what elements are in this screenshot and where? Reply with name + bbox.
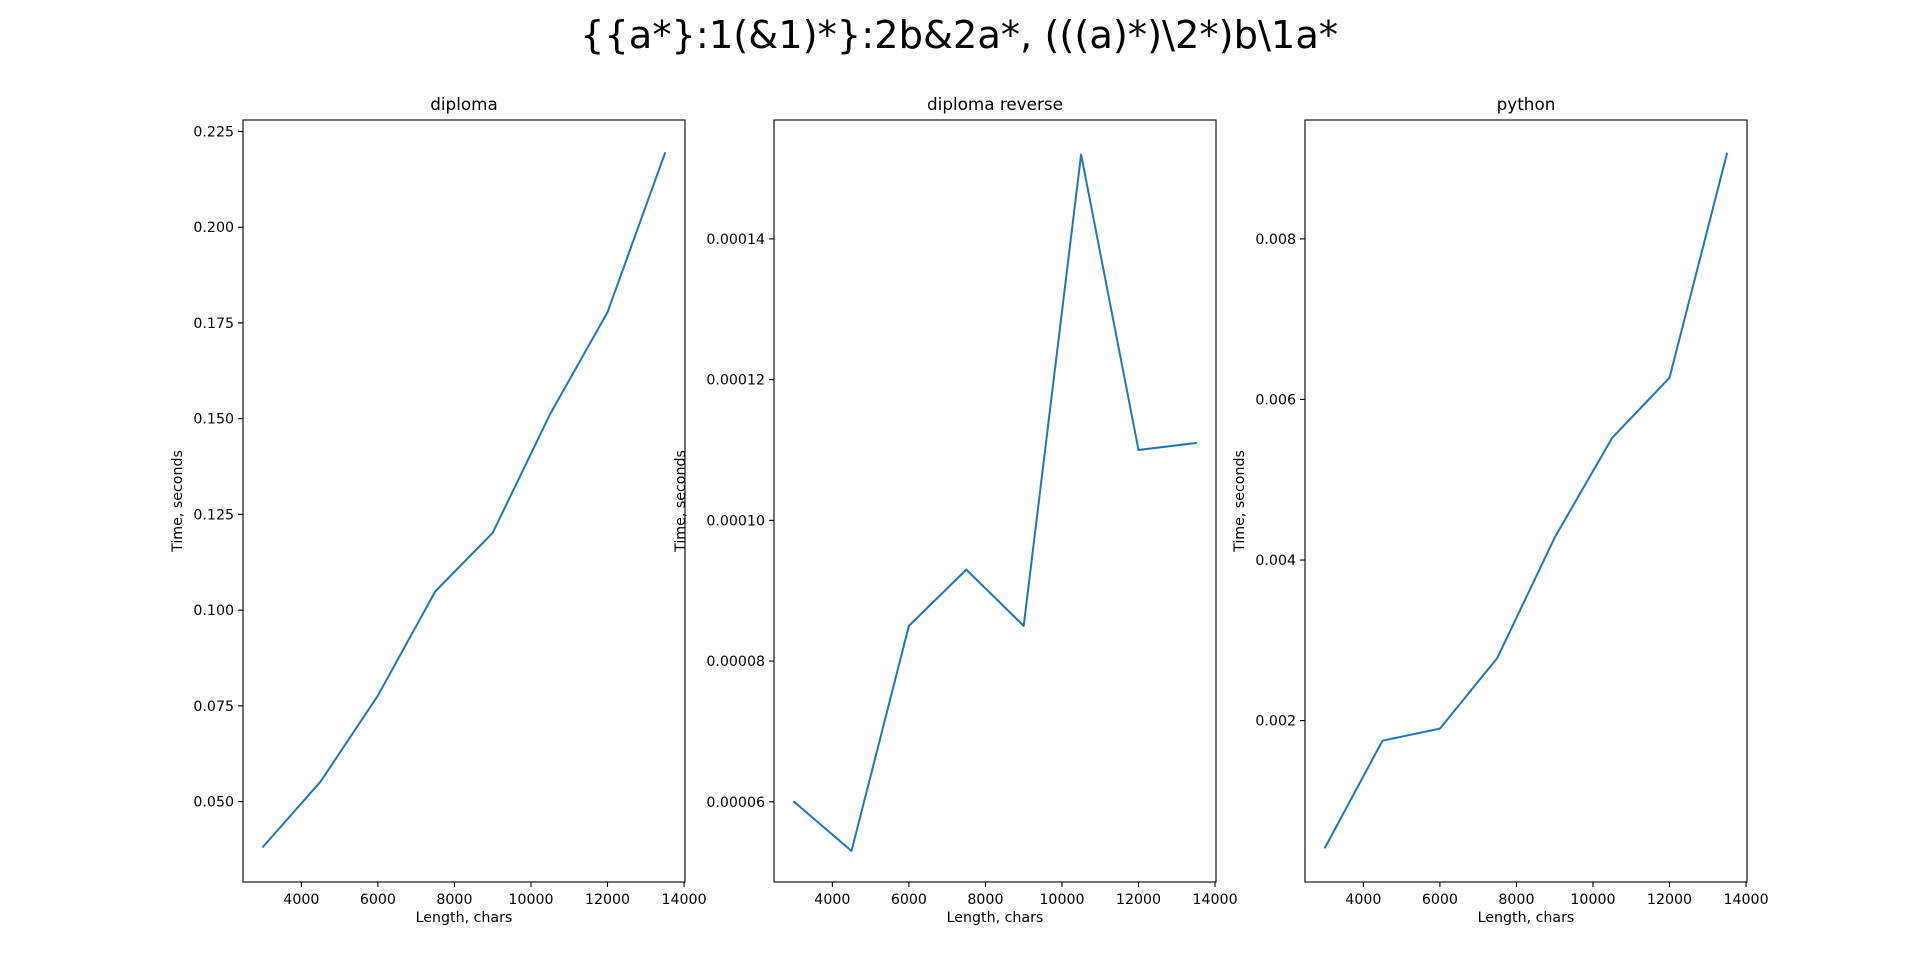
x-tick-label: 6000 — [360, 892, 396, 908]
figure-suptitle: {{a*}:1(&1)*}:2b&2a*, (((a)*)\2*)b\1a* — [580, 13, 1338, 58]
x-tick-label: 12000 — [1647, 892, 1692, 908]
y-tick-label: 0.004 — [1255, 553, 1296, 569]
x-tick-label: 14000 — [1723, 892, 1768, 908]
y-tick-label: 0.150 — [193, 412, 234, 428]
subplot-diploma-reverse: diploma reverse 4000 6000 8000 10000 12000 140… — [673, 94, 1238, 926]
y-tick-label: 0.075 — [193, 699, 234, 715]
subplot-title: diploma reverse — [927, 94, 1063, 114]
x-tick-label: 12000 — [1116, 892, 1161, 908]
x-axis-label: Length, chars — [416, 910, 513, 926]
y-axis-label: Time, seconds — [1232, 450, 1248, 553]
y-tick-label: 0.00014 — [706, 232, 765, 248]
subplot-python: python 4000 6000 8000 10000 12000 14000 0.002 0.… — [1232, 94, 1769, 926]
y-tick-label: 0.00006 — [706, 795, 765, 811]
subplot-panels: diploma 4000 6000 8000 10000 12000 14000 0.050 0… — [170, 94, 1769, 926]
x-tick-label: 4000 — [814, 892, 850, 908]
y-tick-label: 0.200 — [193, 220, 234, 236]
x-tick-label: 12000 — [585, 892, 630, 908]
x-tick-label: 10000 — [1570, 892, 1615, 908]
x-tick-label: 8000 — [967, 892, 1003, 908]
series-line — [792, 153, 1198, 853]
axes-frame — [773, 119, 1217, 883]
subplot-diploma: diploma 4000 6000 8000 10000 12000 14000 0.050 0… — [170, 94, 707, 926]
x-tick-label: 6000 — [1422, 892, 1458, 908]
x-tick-label: 4000 — [283, 892, 319, 908]
axes-frame — [242, 119, 686, 883]
y-tick-label: 0.225 — [193, 124, 234, 140]
x-axis-label: Length, chars — [1478, 910, 1575, 926]
x-tick-label: 8000 — [436, 892, 472, 908]
x-axis-label: Length, chars — [947, 910, 1044, 926]
subplot-title: diploma — [430, 94, 498, 114]
x-tick-label: 10000 — [508, 892, 553, 908]
subplot-title: python — [1497, 94, 1556, 114]
x-tick-label: 14000 — [1192, 892, 1237, 908]
series-line — [1323, 152, 1729, 849]
y-tick-label: 0.002 — [1255, 714, 1296, 730]
y-tick-label: 0.006 — [1255, 392, 1296, 408]
y-tick-label: 0.00012 — [706, 373, 765, 389]
axes-frame — [1304, 119, 1748, 883]
x-tick-label: 10000 — [1039, 892, 1084, 908]
x-tick-label: 14000 — [661, 892, 706, 908]
y-axis-label: Time, seconds — [673, 450, 689, 553]
x-tick-label: 4000 — [1345, 892, 1381, 908]
series-line — [261, 152, 667, 849]
y-tick-label: 0.050 — [193, 795, 234, 811]
y-tick-label: 0.00008 — [706, 654, 765, 670]
y-tick-label: 0.100 — [193, 603, 234, 619]
y-axis-label: Time, seconds — [170, 450, 186, 553]
y-tick-label: 0.008 — [1255, 232, 1296, 248]
y-tick-label: 0.175 — [193, 316, 234, 332]
y-tick-label: 0.00010 — [706, 513, 765, 529]
x-tick-label: 8000 — [1498, 892, 1534, 908]
y-tick-label: 0.125 — [193, 507, 234, 523]
x-tick-label: 6000 — [891, 892, 927, 908]
